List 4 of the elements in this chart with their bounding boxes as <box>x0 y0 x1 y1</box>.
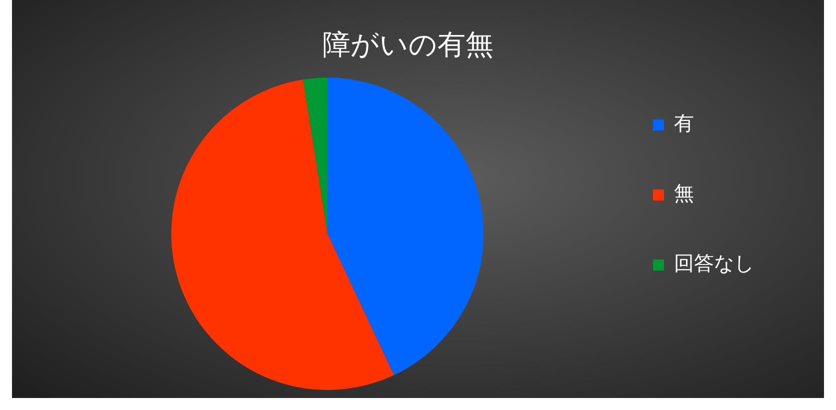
legend-label: 無 <box>674 181 694 206</box>
legend-label: 有 <box>674 111 694 136</box>
legend-label: 回答なし <box>674 251 754 276</box>
chart-title: 障がいの有無 <box>322 28 494 62</box>
